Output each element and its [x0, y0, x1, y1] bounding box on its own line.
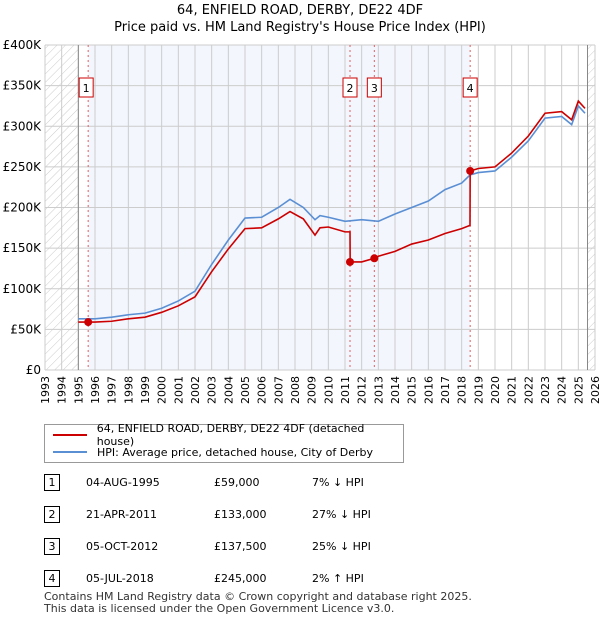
sale-label-box [366, 77, 382, 98]
sale-price: £59,000 [214, 476, 260, 489]
x-tick-label: 2005 [239, 376, 252, 404]
legend-item-price: 64, ENFIELD ROAD, DERBY, DE22 4DF (detac… [53, 422, 403, 448]
x-tick-label: 2015 [406, 376, 419, 404]
y-tick-label: £50K [10, 322, 42, 336]
footer-licence: This data is licensed under the Open Gov… [44, 602, 395, 615]
x-tick-label: 1995 [72, 376, 85, 404]
sale-date: 04-AUG-1995 [86, 476, 160, 489]
sale-point [346, 257, 354, 266]
sale-label: 2 [347, 82, 354, 95]
x-tick-label: 1998 [122, 376, 135, 404]
x-tick-label: 2004 [222, 376, 235, 404]
sale-price: £133,000 [214, 508, 267, 521]
sale-number: 3 [44, 538, 60, 555]
y-tick-label: £100K [3, 282, 43, 296]
y-tick-label: £150K [3, 241, 43, 255]
x-tick-label: 2019 [472, 376, 485, 404]
x-tick-label: 2012 [356, 376, 369, 404]
x-tick-label: 1994 [56, 376, 69, 404]
sale-label: 4 [467, 82, 474, 95]
hpi-diff: 27% ↓ HPI [312, 508, 371, 521]
price-paid-line [78, 99, 586, 323]
x-tick-label: 2014 [389, 376, 402, 404]
sale-label-box [342, 77, 358, 98]
legend-item-hpi: HPI: Average price, detached house, City… [53, 444, 373, 460]
x-tick-label: 2008 [289, 376, 302, 404]
x-tick-label: 1999 [139, 376, 152, 404]
x-tick-label: 2000 [156, 376, 169, 404]
sale-point [466, 166, 475, 175]
hpi-diff: 2% ↑ HPI [312, 572, 364, 585]
x-tick-label: 1996 [89, 376, 102, 404]
sale-label-box [78, 77, 94, 98]
y-tick-label: £250K [3, 160, 43, 174]
chart-subtitle: Price paid vs. HM Land Registry's House … [114, 20, 486, 35]
legend-label: HPI: Average price, detached house, City… [97, 445, 374, 459]
x-tick-label: 2006 [256, 376, 269, 404]
y-tick-label: £400K [3, 38, 43, 52]
x-tick-label: 2009 [306, 376, 319, 404]
x-tick-label: 1993 [39, 376, 52, 404]
y-tick-label: £300K [3, 119, 43, 133]
sale-number: 2 [44, 506, 60, 523]
x-tick-label: 2022 [522, 376, 535, 404]
x-tick-label: 2018 [456, 376, 469, 404]
sale-number: 4 [44, 570, 60, 587]
sale-label-box [462, 77, 478, 98]
price-chart: 1993 1994 1995 1996 1997 1998 1999 2000 2001 2002… [3, 38, 600, 404]
sale-price: £245,000 [214, 572, 267, 585]
hpi-diff: 7% ↓ HPI [312, 476, 364, 489]
table-row: 2 21-APR-2011 £133,000 27% ↓ HPI [44, 506, 404, 524]
chart-title: 64, ENFIELD ROAD, DERBY, DE22 4DF [176, 3, 424, 18]
legend-label: 64, ENFIELD ROAD, DERBY, DE22 4DF (detac… [96, 422, 365, 448]
x-tick-label: 2016 [422, 376, 435, 404]
table-row: 1 04-AUG-1995 £59,000 7% ↓ HPI [44, 474, 404, 492]
x-tick-label: 2020 [489, 376, 502, 404]
sale-label: 1 [83, 82, 90, 95]
x-tick-label: 2023 [539, 376, 552, 404]
table-row: 3 05-OCT-2012 £137,500 25% ↓ HPI [44, 538, 404, 556]
sale-date: 05-JUL-2018 [86, 572, 154, 585]
x-tick-label: 2024 [556, 376, 569, 404]
table-row: 4 05-JUL-2018 £245,000 2% ↑ HPI [44, 570, 404, 588]
sale-point [84, 318, 93, 327]
sale-number: 1 [44, 474, 60, 491]
x-tick-label: 2013 [372, 376, 385, 404]
x-tick-label: 2001 [172, 376, 185, 404]
hpi-line [78, 104, 586, 320]
sale-date: 05-OCT-2012 [86, 540, 159, 553]
y-tick-label: £0 [26, 363, 41, 377]
footer-copyright: Contains HM Land Registry data © Crown c… [44, 590, 472, 603]
hpi-diff: 25% ↓ HPI [312, 540, 371, 553]
x-tick-label: 2002 [189, 376, 202, 404]
x-tick-label: 2011 [339, 376, 352, 404]
y-tick-label: £350K [3, 79, 43, 93]
x-tick-label: 2026 [589, 376, 600, 404]
x-tick-label: 2007 [272, 376, 285, 404]
x-tick-label: 2003 [206, 376, 219, 404]
sale-point [370, 254, 379, 263]
x-tick-label: 2010 [322, 376, 335, 404]
sale-price: £137,500 [214, 540, 267, 553]
chart-legend: 64, ENFIELD ROAD, DERBY, DE22 4DF (detac… [44, 422, 404, 463]
x-tick-label: 2021 [506, 376, 519, 404]
y-tick-label: £200K [3, 201, 43, 215]
x-tick-label: 1997 [106, 376, 119, 404]
x-tick-label: 2017 [439, 376, 452, 404]
sale-label: 3 [371, 82, 378, 95]
x-tick-label: 2025 [572, 376, 585, 404]
sale-date: 21-APR-2011 [86, 508, 158, 521]
